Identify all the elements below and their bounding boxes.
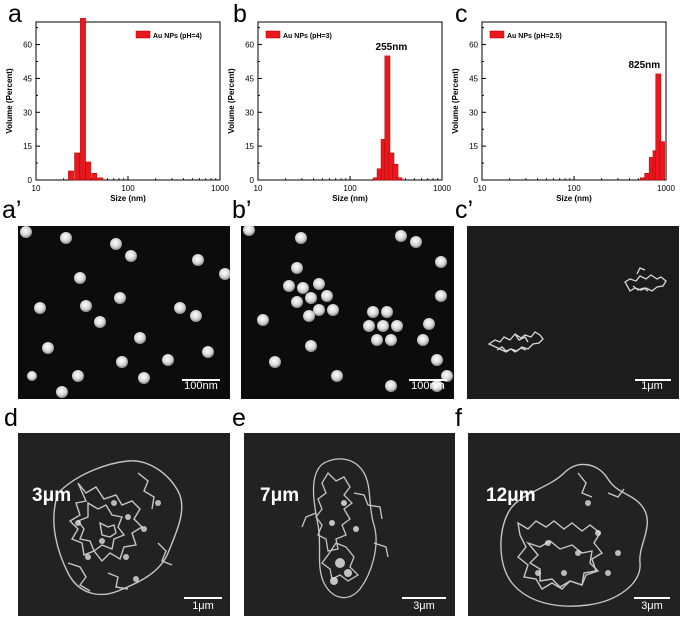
- panel-label-c: c: [455, 0, 468, 28]
- scale-bar: [182, 379, 220, 381]
- x-tick-label: 1000: [211, 184, 229, 193]
- y-tick-label: 60: [23, 41, 32, 50]
- scale-bar-label: 3μm: [641, 600, 663, 612]
- x-tick-label: 1000: [433, 184, 451, 193]
- size-distribution-chart-a: 0 15 30 45 60 10 100 1000 Size (nm) Volume (Perce…: [5, 18, 229, 203]
- y-tick-label: 60: [245, 41, 254, 50]
- plot-frame: [481, 21, 667, 181]
- x-tick-label: 10: [32, 184, 41, 193]
- panel-label-f: f: [455, 404, 462, 432]
- x-tick-label: 1000: [657, 184, 675, 193]
- nanoparticles-b-prime: [243, 226, 453, 392]
- x-tick-label: 100: [343, 184, 357, 193]
- histogram-bar: [68, 170, 74, 181]
- legend-label: Au NPs (pH=4): [153, 33, 202, 40]
- scale-bar-label: 100nm: [184, 380, 218, 392]
- scale-bar-label: 3μm: [413, 600, 435, 612]
- sem-image-d: 3μm 1μm: [18, 433, 230, 616]
- y-tick-label: 30: [245, 108, 254, 117]
- peak-annotation: 825nm: [628, 60, 660, 71]
- y-tick-label: 60: [469, 41, 478, 50]
- y-tick-label: 45: [469, 74, 478, 83]
- histogram-bar: [74, 152, 80, 181]
- size-distribution-chart-c: 0 15 30 45 60 10 100 1000 Size (nm) Volume (Perce…: [451, 21, 675, 203]
- size-distribution-chart-b: 0 15 30 45 60 10 100 1000 Size (nm) Volume (Perce…: [227, 21, 451, 203]
- legend-swatch: [265, 30, 281, 39]
- x-axis-label: Size (nm): [110, 194, 146, 203]
- y-tick-label: 45: [23, 74, 32, 83]
- y-axis-label: Volume (Percent): [227, 68, 236, 134]
- panel-label-b: b: [233, 0, 247, 28]
- histogram-bar: [396, 177, 403, 181]
- y-tick-label: 0: [474, 176, 479, 185]
- panel-label-b-prime: b’: [232, 196, 252, 224]
- histogram-bar: [91, 172, 98, 181]
- histogram-bar: [392, 163, 399, 181]
- aggregates-c-prime: [487, 267, 667, 353]
- y-axis-label: Volume (Percent): [451, 68, 460, 134]
- panel-label-a: a: [8, 0, 22, 28]
- y-axis-label: Volume (Percent): [5, 68, 14, 134]
- aggregate-size-label: 12μm: [486, 485, 536, 506]
- y-tick-label: 15: [469, 142, 478, 151]
- scale-bar-label: 100nm: [411, 380, 445, 392]
- sem-image-f: 12μm 3μm: [468, 433, 680, 616]
- sem-image-e: 7μm 3μm: [244, 433, 455, 616]
- aggregate-size-label: 3μm: [32, 485, 72, 506]
- x-axis-label: Size (nm): [332, 194, 368, 203]
- histogram-bar: [659, 141, 665, 181]
- histogram-bar: [384, 55, 391, 181]
- panel-label-a-prime: a’: [2, 196, 22, 224]
- aggregate-3um: [53, 460, 183, 596]
- sem-image-a-prime: 100nm: [18, 226, 230, 399]
- aggregate-size-label: 7μm: [260, 485, 300, 506]
- histogram-bar: [655, 73, 662, 181]
- scale-bar-label: 1μm: [192, 600, 214, 612]
- panel-label-d: d: [4, 404, 18, 432]
- x-tick-label: 10: [254, 184, 263, 193]
- plot-frame: [257, 21, 443, 181]
- y-tick-label: 0: [28, 176, 33, 185]
- scale-bar: [634, 597, 670, 599]
- peak-annotation: 255nm: [376, 42, 408, 53]
- x-axis-label: Size (nm): [556, 194, 592, 203]
- x-tick-label: 100: [567, 184, 581, 193]
- legend-swatch: [135, 30, 151, 39]
- sem-image-c-prime: 1μm: [467, 226, 679, 399]
- y-tick-label: 30: [23, 108, 32, 117]
- nanoparticles-a-prime: [20, 226, 230, 398]
- scale-bar: [635, 379, 671, 381]
- histogram-bar: [80, 18, 86, 181]
- panel-label-e: e: [232, 404, 246, 432]
- y-tick-label: 30: [469, 108, 478, 117]
- aggregate-7um: [301, 458, 389, 599]
- histogram-bar: [97, 177, 104, 181]
- scale-bar: [409, 379, 447, 381]
- scale-bar: [184, 597, 222, 599]
- scale-bar: [402, 597, 446, 599]
- y-tick-label: 15: [245, 142, 254, 151]
- legend-label: Au NPs (pH=3): [283, 33, 332, 40]
- histogram-bar: [85, 161, 92, 181]
- legend-label: Au NPs (pH=2.5): [507, 33, 562, 40]
- y-tick-label: 15: [23, 142, 32, 151]
- y-tick-label: 0: [250, 176, 255, 185]
- sem-image-b-prime: 100nm: [241, 226, 454, 399]
- legend-swatch: [489, 30, 505, 39]
- plot-frame: [35, 21, 221, 181]
- x-tick-label: 10: [478, 184, 487, 193]
- aggregate-12um: [500, 463, 649, 607]
- x-tick-label: 100: [121, 184, 135, 193]
- panel-label-c-prime: c’: [455, 196, 474, 224]
- scale-bar-label: 1μm: [641, 380, 663, 392]
- y-tick-label: 45: [245, 74, 254, 83]
